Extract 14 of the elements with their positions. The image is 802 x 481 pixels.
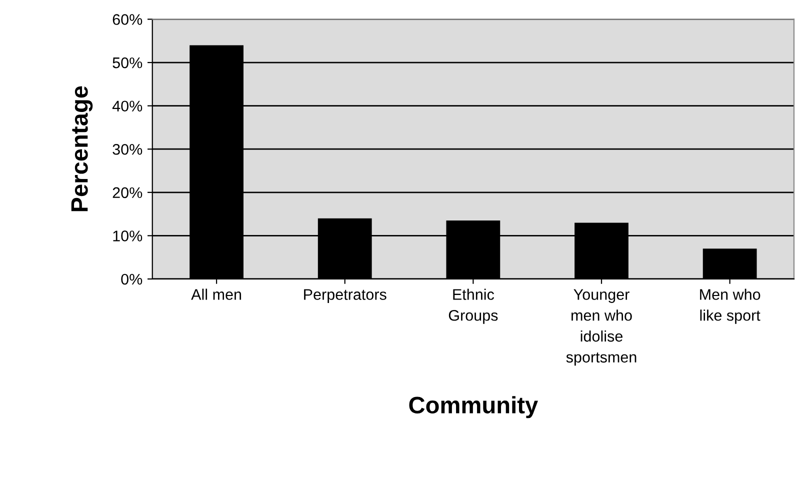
x-tick-label: All men <box>191 288 242 300</box>
x-tick-label: Ethnic Groups <box>448 288 498 324</box>
x-tick-label: Men who like sport <box>700 288 760 324</box>
x-tick-label: Younger men who idolise sportsmen <box>566 289 636 366</box>
y-tick-label: 10% <box>113 230 142 242</box>
x-axis-title: Community <box>409 396 538 418</box>
y-tick-label: 20% <box>112 187 142 198</box>
y-tick-label: 50% <box>112 57 142 68</box>
y-tick-label: 30% <box>112 144 142 155</box>
y-tick-label: 0% <box>121 274 142 285</box>
y-tick-label: 60% <box>112 14 142 25</box>
y-tick-label: 40% <box>112 100 142 112</box>
x-tick-label: Perpetrators <box>304 289 386 303</box>
y-axis-title: Percentage <box>71 86 93 212</box>
